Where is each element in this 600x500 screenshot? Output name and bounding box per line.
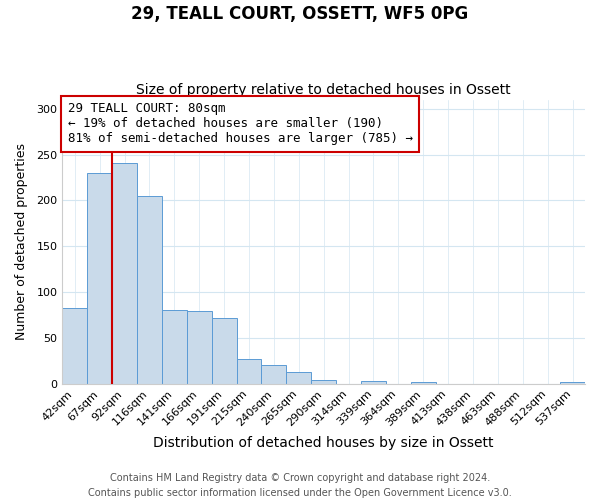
Bar: [311, 380, 336, 384]
Bar: [212, 318, 236, 384]
Bar: [187, 312, 212, 384]
Title: Size of property relative to detached houses in Ossett: Size of property relative to detached ho…: [136, 83, 511, 97]
Bar: [286, 372, 311, 384]
Bar: [112, 163, 137, 384]
Bar: [262, 366, 286, 384]
Bar: [137, 196, 162, 384]
Y-axis label: Number of detached properties: Number of detached properties: [15, 143, 28, 340]
Text: 29, TEALL COURT, OSSETT, WF5 0PG: 29, TEALL COURT, OSSETT, WF5 0PG: [131, 5, 469, 23]
Bar: [411, 382, 436, 384]
Bar: [560, 382, 585, 384]
Bar: [162, 310, 187, 384]
Text: 29 TEALL COURT: 80sqm
← 19% of detached houses are smaller (190)
81% of semi-det: 29 TEALL COURT: 80sqm ← 19% of detached …: [68, 102, 413, 146]
X-axis label: Distribution of detached houses by size in Ossett: Distribution of detached houses by size …: [154, 436, 494, 450]
Bar: [236, 359, 262, 384]
Bar: [87, 173, 112, 384]
Text: Contains HM Land Registry data © Crown copyright and database right 2024.
Contai: Contains HM Land Registry data © Crown c…: [88, 472, 512, 498]
Bar: [62, 308, 87, 384]
Bar: [361, 381, 386, 384]
